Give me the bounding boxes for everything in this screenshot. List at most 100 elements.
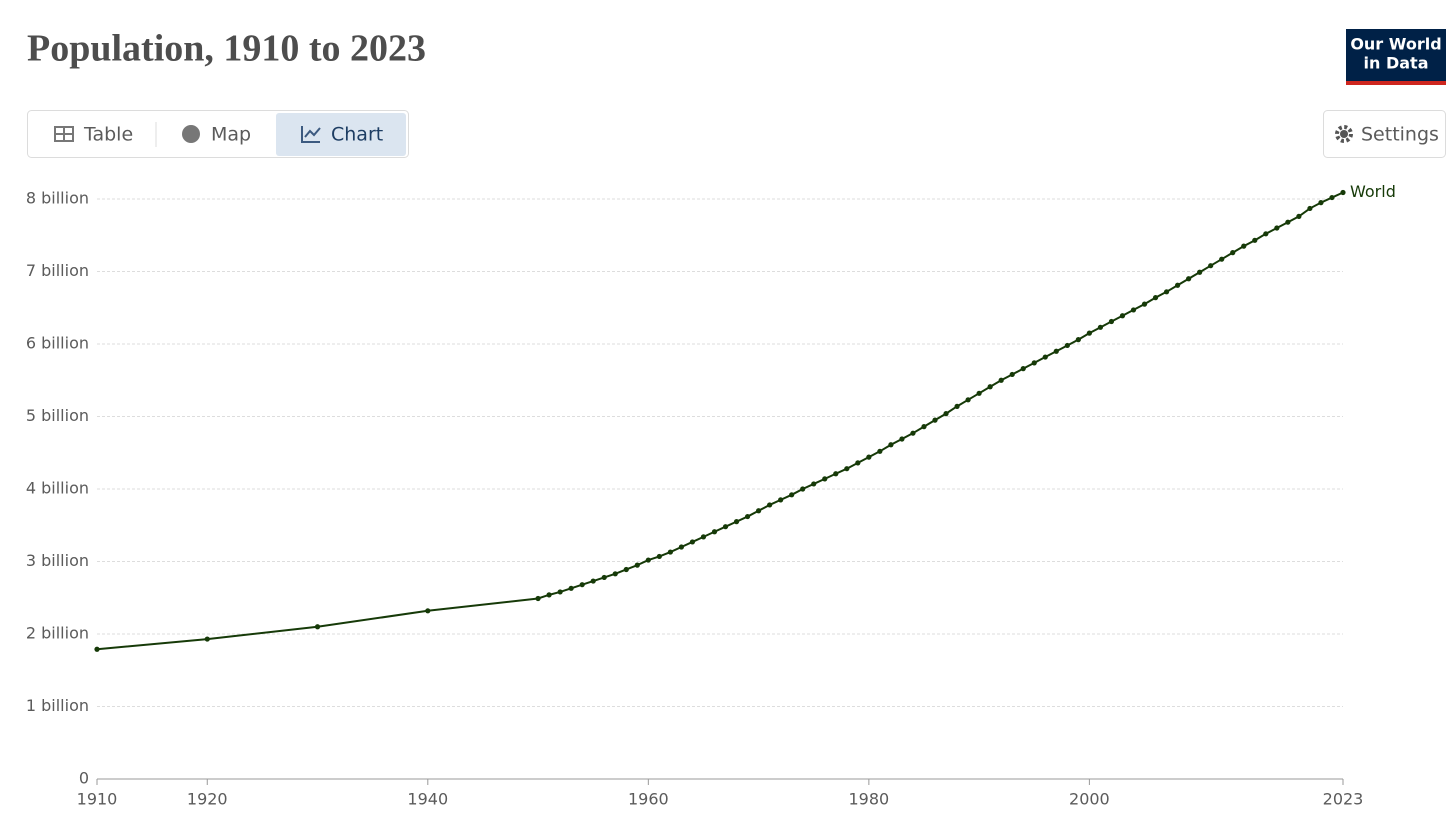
data-point [987, 384, 993, 390]
x-tick-label: 1910 [77, 790, 118, 809]
logo-text: in Data [1364, 54, 1429, 73]
data-point [1252, 237, 1258, 243]
data-point [94, 646, 100, 652]
data-point [667, 549, 673, 555]
tab-chart[interactable]: Chart [276, 113, 406, 156]
tab-map[interactable]: Map [182, 124, 251, 146]
data-point [579, 582, 585, 588]
chart-icon [301, 126, 320, 143]
data-point [1241, 243, 1247, 249]
globe-icon [182, 125, 200, 143]
data-point [656, 553, 662, 560]
data-point [645, 557, 651, 563]
data-point [733, 519, 740, 525]
data-point [800, 486, 806, 492]
data-point [1186, 276, 1192, 282]
data-point [954, 403, 960, 409]
chart-title: Population, 1910 to 2023 [27, 28, 426, 70]
data-point [1329, 194, 1335, 201]
y-tick-label: 6 billion [26, 334, 89, 353]
data-point [634, 562, 640, 568]
data-point [1020, 366, 1026, 372]
data-point [1318, 200, 1324, 206]
data-point [1053, 348, 1059, 354]
data-point [1296, 213, 1302, 219]
data-point [601, 574, 607, 581]
data-point [866, 454, 872, 460]
gear-icon [1340, 130, 1348, 138]
data-point [976, 390, 982, 396]
data-point [590, 578, 596, 584]
y-tick-label: 2 billion [26, 624, 89, 643]
data-point [965, 397, 971, 403]
data-point [1307, 205, 1313, 212]
settings-box [1323, 110, 1446, 158]
settings-button[interactable]: Settings [1323, 110, 1446, 158]
data-point [755, 508, 762, 514]
data-point [1108, 318, 1115, 325]
logo: Our World in Data [1346, 29, 1446, 85]
data-point [204, 636, 210, 642]
data-point [612, 571, 618, 577]
x-tick-label: 1940 [407, 790, 448, 809]
y-tick-label: 7 billion [26, 261, 89, 280]
x-tick-label: 1980 [848, 790, 889, 809]
data-point [1042, 354, 1048, 360]
y-tick-label: 1 billion [26, 696, 89, 715]
data-point [711, 529, 718, 535]
data-point [1163, 289, 1170, 295]
data-point [744, 513, 751, 520]
logo-box [1346, 29, 1446, 81]
data-point [789, 492, 795, 498]
logo-text: Our World [1350, 35, 1441, 54]
data-point [425, 608, 431, 614]
data-point [1175, 282, 1181, 288]
data-point [1219, 256, 1225, 262]
data-point [844, 466, 850, 472]
data-point [1208, 263, 1214, 269]
tab-label: Map [211, 124, 251, 146]
y-tick-label: 0 [79, 769, 89, 788]
data-point [1130, 307, 1137, 313]
x-tick-label: 2000 [1069, 790, 1110, 809]
data-point [1230, 250, 1236, 256]
logo-underline [1346, 81, 1446, 85]
data-point [557, 589, 563, 595]
tab-label: Chart [331, 124, 383, 146]
x-tick-label: 1960 [628, 790, 669, 809]
series-label: World [1350, 182, 1396, 201]
data-point [1119, 313, 1126, 319]
data-point [910, 430, 916, 436]
y-tick-label: 4 billion [26, 479, 89, 498]
data-point [899, 436, 905, 442]
data-point [568, 585, 574, 591]
data-point [932, 417, 938, 423]
data-point [1141, 301, 1148, 307]
data-point [921, 424, 927, 430]
data-point [1064, 342, 1070, 349]
data-point [689, 539, 696, 545]
data-point [888, 442, 894, 448]
y-tick-label: 8 billion [26, 189, 89, 208]
x-tick-label: 2023 [1323, 790, 1364, 809]
data-point [623, 566, 629, 573]
data-point [1340, 189, 1346, 196]
data-point [822, 476, 828, 482]
data-point [678, 544, 685, 550]
data-point [1086, 330, 1092, 336]
data-point [943, 411, 949, 417]
data-point [1031, 360, 1037, 366]
data-point [1197, 269, 1203, 275]
data-point [535, 595, 541, 602]
y-tick-label: 3 billion [26, 551, 89, 570]
data-point [314, 624, 321, 630]
data-point [1097, 324, 1104, 330]
tab-table[interactable]: Table [54, 124, 133, 146]
data-point [1075, 337, 1081, 343]
data-point [767, 502, 773, 508]
y-tick-label: 5 billion [26, 406, 89, 425]
data-point [1263, 231, 1269, 237]
data-point [1152, 295, 1159, 301]
